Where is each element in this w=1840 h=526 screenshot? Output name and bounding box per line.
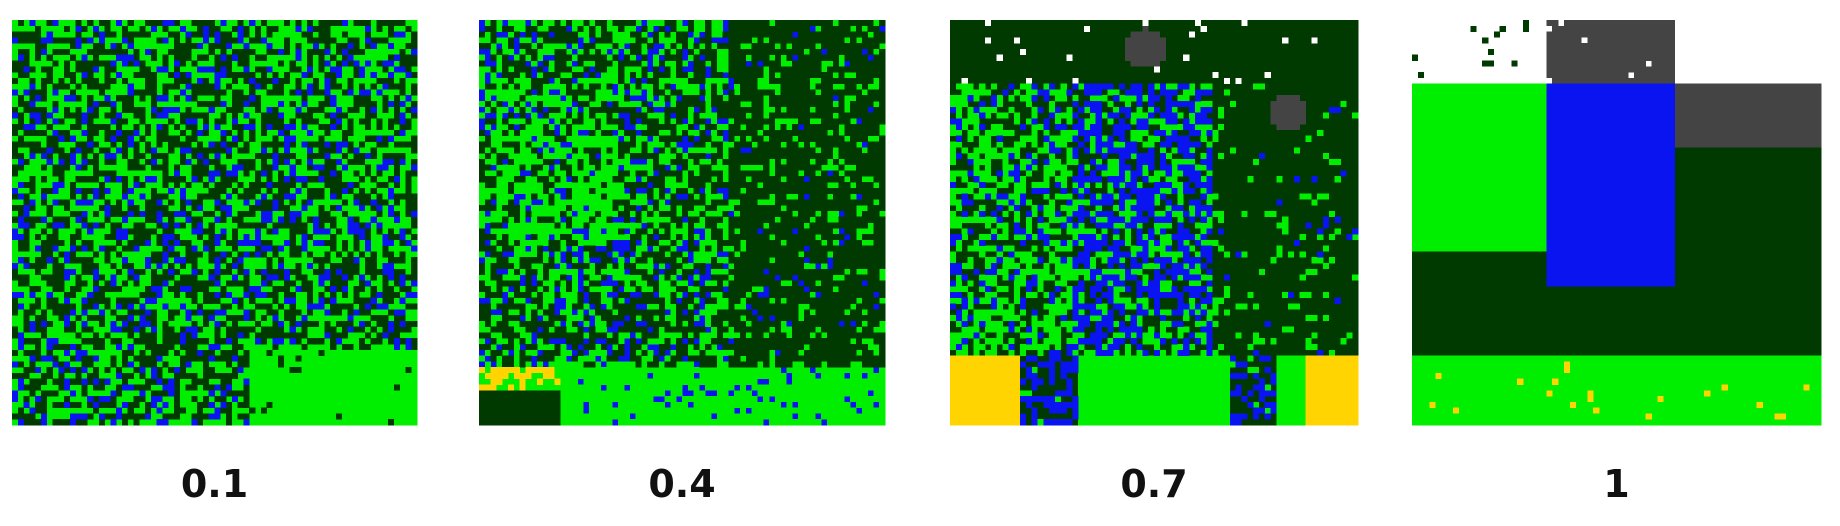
panel-image bbox=[950, 20, 1359, 426]
pixel-region bbox=[479, 367, 561, 391]
pixel-region bbox=[1546, 83, 1676, 287]
panel-label: 1 bbox=[1603, 462, 1629, 506]
pixel-region bbox=[950, 355, 1359, 426]
pixel-region bbox=[1412, 20, 1822, 84]
panel-label: 0.7 bbox=[1120, 462, 1187, 506]
pixel-region bbox=[12, 20, 418, 426]
panel-image bbox=[479, 20, 886, 426]
panel-label: 0.4 bbox=[648, 462, 715, 506]
pixel-region bbox=[1412, 83, 1822, 426]
pixel-region bbox=[950, 83, 1359, 426]
pixel-region bbox=[950, 83, 1359, 426]
pixel-region bbox=[1546, 20, 1822, 148]
panel-image bbox=[1412, 20, 1822, 426]
panel-image bbox=[12, 20, 418, 426]
panel-label: 0.1 bbox=[181, 462, 248, 506]
pixel-region bbox=[1412, 20, 1822, 356]
pixel-region bbox=[479, 20, 886, 426]
pixel-region bbox=[1124, 25, 1306, 131]
